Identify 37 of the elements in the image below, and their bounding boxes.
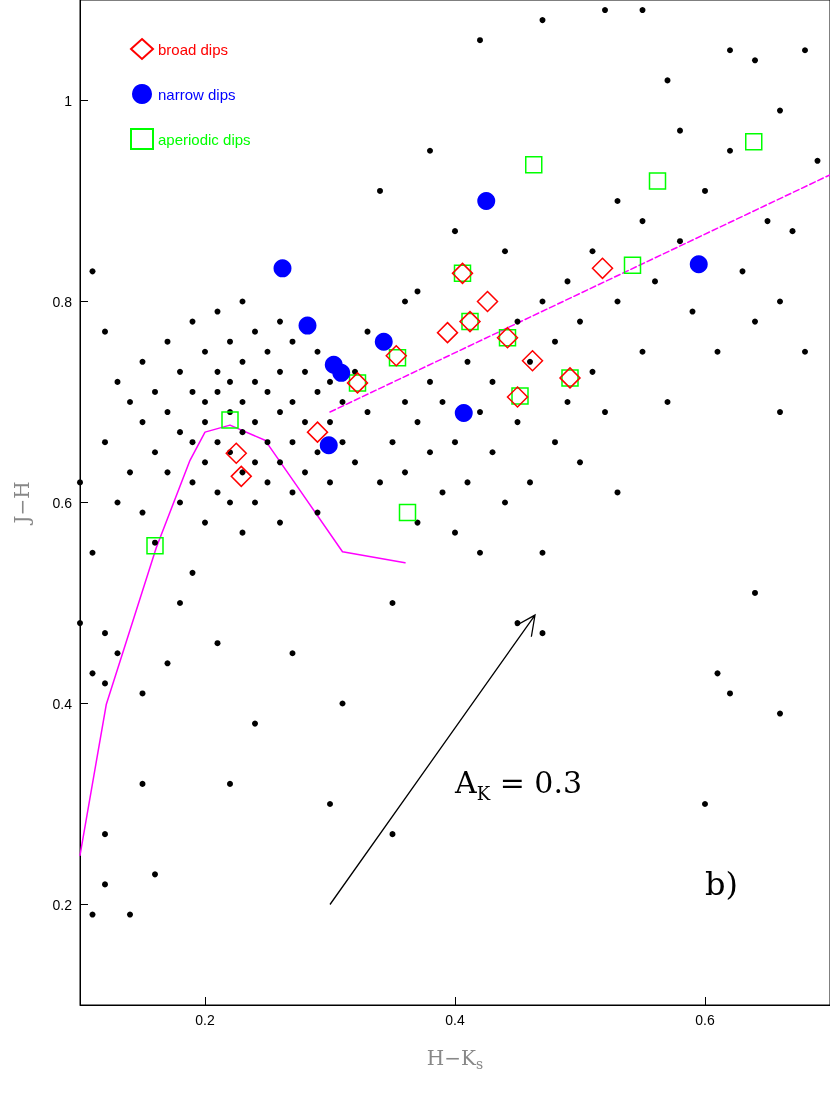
point <box>332 363 351 382</box>
annotation: A$_{K}$ = 0.3 <box>455 764 583 804</box>
point <box>306 421 329 443</box>
y-tick-label: 0.4 <box>52 695 73 712</box>
x-tick-label: 0.2 <box>195 1012 215 1028</box>
point <box>506 386 529 408</box>
point <box>521 350 544 372</box>
point <box>623 256 642 275</box>
point <box>146 536 164 555</box>
point <box>476 290 499 313</box>
point <box>221 411 239 429</box>
y-tick-label: 0.8 <box>52 293 73 310</box>
x-tick-label: 0.6 <box>695 1012 715 1028</box>
point <box>319 436 338 455</box>
point <box>745 132 763 151</box>
point <box>477 192 496 210</box>
legend-label: narrow dips <box>158 85 236 103</box>
legend-label: aperiodic dips <box>158 130 251 148</box>
y-tick-label: 1 <box>64 92 73 109</box>
legend-label: broad dips <box>158 40 229 58</box>
point <box>525 156 543 174</box>
point <box>436 321 459 344</box>
point <box>591 257 614 280</box>
point <box>225 442 247 465</box>
point <box>648 172 667 190</box>
annotation: b) <box>705 865 738 904</box>
x-tick-label: 0.4 <box>445 1012 465 1028</box>
point <box>689 255 708 274</box>
y-axis-title: J−H <box>10 481 34 526</box>
point <box>374 332 393 351</box>
y-tick-label: 0.6 <box>52 494 73 511</box>
point <box>298 316 317 335</box>
y-tick-label: 0.2 <box>52 896 73 913</box>
point <box>230 465 252 488</box>
point <box>273 259 292 278</box>
point <box>398 503 417 522</box>
point <box>454 404 473 423</box>
